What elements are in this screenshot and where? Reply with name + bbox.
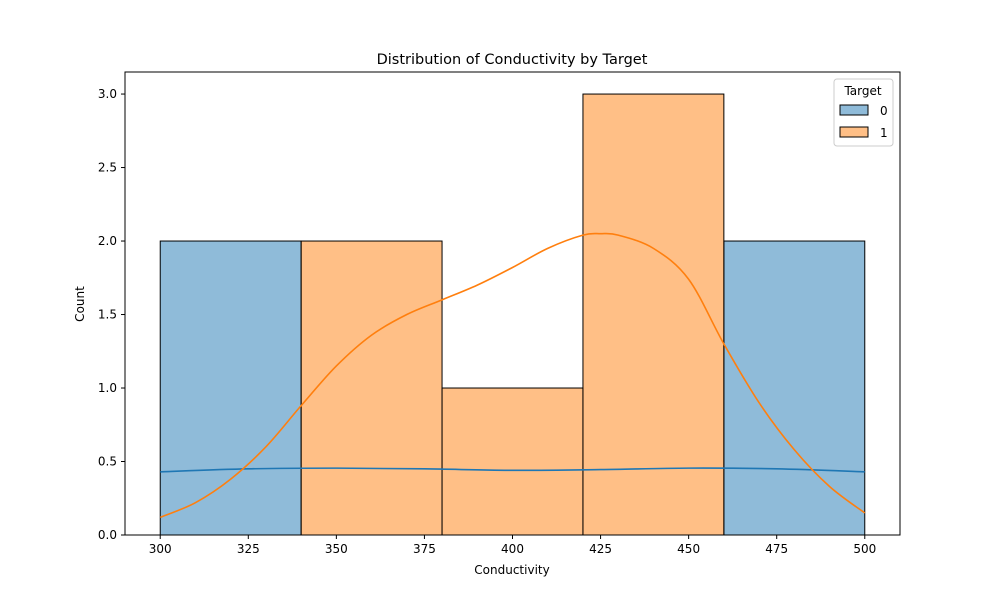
bar-target-1-2	[582, 93, 725, 536]
legend-swatch-1	[839, 126, 869, 138]
kde-line-target-1	[159, 232, 866, 519]
legend-swatch-0	[839, 104, 869, 116]
y-tick-label-0: 0.0	[98, 528, 117, 542]
x-tick-label-375: 375	[413, 542, 436, 556]
bar-target-0-0	[159, 240, 302, 536]
kde-line-target-0	[160, 467, 865, 473]
x-tick-label-400: 400	[501, 542, 524, 556]
y-tick-label-2: 1.0	[98, 381, 117, 395]
legend-title: Target	[843, 84, 881, 98]
x-axis-title: Conductivity	[474, 563, 549, 577]
y-tick-label-3: 1.5	[98, 308, 117, 322]
kde-layer	[159, 232, 866, 519]
y-tick-label-4: 2.0	[98, 234, 117, 248]
chart-title: Distribution of Conductivity by Target	[377, 52, 648, 68]
x-tick-label-325: 325	[237, 542, 260, 556]
bar-target-0-1	[723, 240, 866, 536]
bar-target-1-0	[300, 240, 443, 536]
x-axis: 300 325 350 375 400 425 450 475 500	[149, 535, 876, 556]
x-tick-label-450: 450	[677, 542, 700, 556]
x-tick-label-300: 300	[149, 542, 172, 556]
x-tick-label-425: 425	[589, 542, 612, 556]
y-axis: 0.0 0.5 1.0 1.5 2.0 2.5 3.0	[98, 87, 125, 542]
bars-layer	[159, 93, 866, 536]
legend-label-0: 0	[880, 104, 888, 118]
x-tick-label-500: 500	[853, 542, 876, 556]
y-tick-label-5: 2.5	[98, 161, 117, 175]
y-tick-label-6: 3.0	[98, 87, 117, 101]
x-tick-label-350: 350	[325, 542, 348, 556]
x-tick-label-475: 475	[765, 542, 788, 556]
legend-label-1: 1	[880, 126, 888, 140]
bar-target-1-1	[441, 387, 584, 536]
y-axis-title: Count	[73, 286, 87, 322]
y-tick-label-1: 0.5	[98, 455, 117, 469]
legend: Target 0 1	[833, 78, 894, 147]
